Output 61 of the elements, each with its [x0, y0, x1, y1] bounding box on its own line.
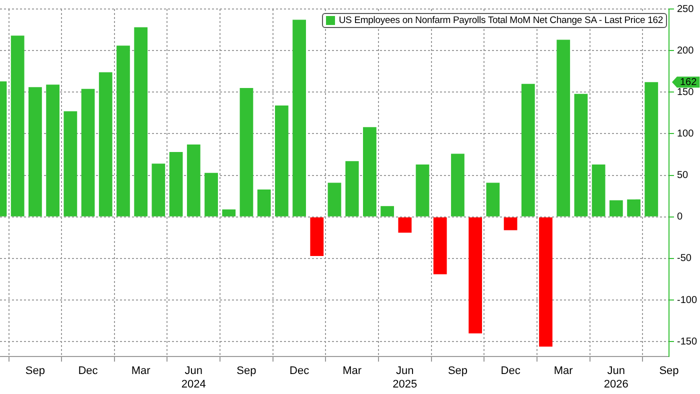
x-tick-label: Sep — [25, 365, 45, 378]
bar — [486, 182, 500, 216]
x-tick-label: Dec — [290, 365, 310, 378]
bar — [116, 46, 130, 216]
bar — [46, 84, 60, 216]
bar — [64, 111, 78, 216]
bar — [28, 87, 42, 216]
bar — [134, 27, 148, 216]
bar — [152, 164, 166, 216]
x-tick-label: Sep — [659, 365, 679, 378]
x-tick-label: Jun 2026 — [604, 365, 628, 390]
bar — [169, 152, 183, 216]
x-tick-label: Jun 2024 — [181, 365, 206, 390]
y-tick-label: 100 — [676, 128, 694, 140]
bar — [433, 217, 447, 274]
y-tick-label: 250 — [676, 4, 694, 15]
bar — [328, 182, 342, 216]
bar — [644, 82, 658, 216]
bar — [468, 217, 482, 334]
bar — [292, 20, 306, 216]
bar — [10, 36, 24, 216]
x-tick-label: Mar — [554, 365, 574, 378]
bar — [98, 72, 112, 216]
bar — [416, 164, 430, 216]
bar — [398, 217, 412, 233]
bar — [240, 88, 254, 216]
bar — [310, 217, 324, 256]
y-tick-label: 200 — [676, 45, 694, 56]
bar — [380, 206, 394, 216]
bar — [574, 94, 588, 216]
bar — [186, 144, 200, 216]
y-tick-label: 150 — [676, 86, 694, 98]
bar — [556, 40, 570, 216]
bar — [274, 105, 288, 216]
x-tick-label: Sep — [448, 365, 468, 378]
bar — [222, 209, 236, 216]
bar — [345, 161, 359, 216]
bar — [257, 189, 271, 216]
y-tick-label: -50 — [676, 253, 692, 264]
bar — [363, 127, 376, 216]
text: 162 — [680, 76, 698, 88]
x-tick-label: Mar — [342, 365, 362, 378]
bar — [504, 217, 518, 230]
bar — [204, 172, 218, 216]
y-tick-label: -100 — [676, 294, 698, 306]
y-tick-label: 50 — [676, 170, 689, 182]
x-tick-label: Dec — [78, 365, 98, 378]
legend-label: US Employees on Nonfarm Payrolls Total MoM Net Change SA - Last Price 162 — [338, 15, 663, 26]
x-tick-label: Dec — [500, 365, 521, 378]
bar — [539, 217, 552, 347]
y-tick-label: 0 — [676, 212, 683, 223]
bar — [609, 200, 623, 216]
x-tick-label: Mar — [131, 365, 151, 378]
x-tick-label: Sep — [236, 365, 256, 378]
y-tick-label: -150 — [676, 336, 698, 348]
bar — [451, 154, 464, 216]
x-tick-label: Jun 2025 — [392, 365, 418, 390]
bar — [81, 88, 95, 216]
bar — [592, 164, 606, 216]
bar — [521, 84, 535, 216]
bar — [627, 199, 640, 216]
